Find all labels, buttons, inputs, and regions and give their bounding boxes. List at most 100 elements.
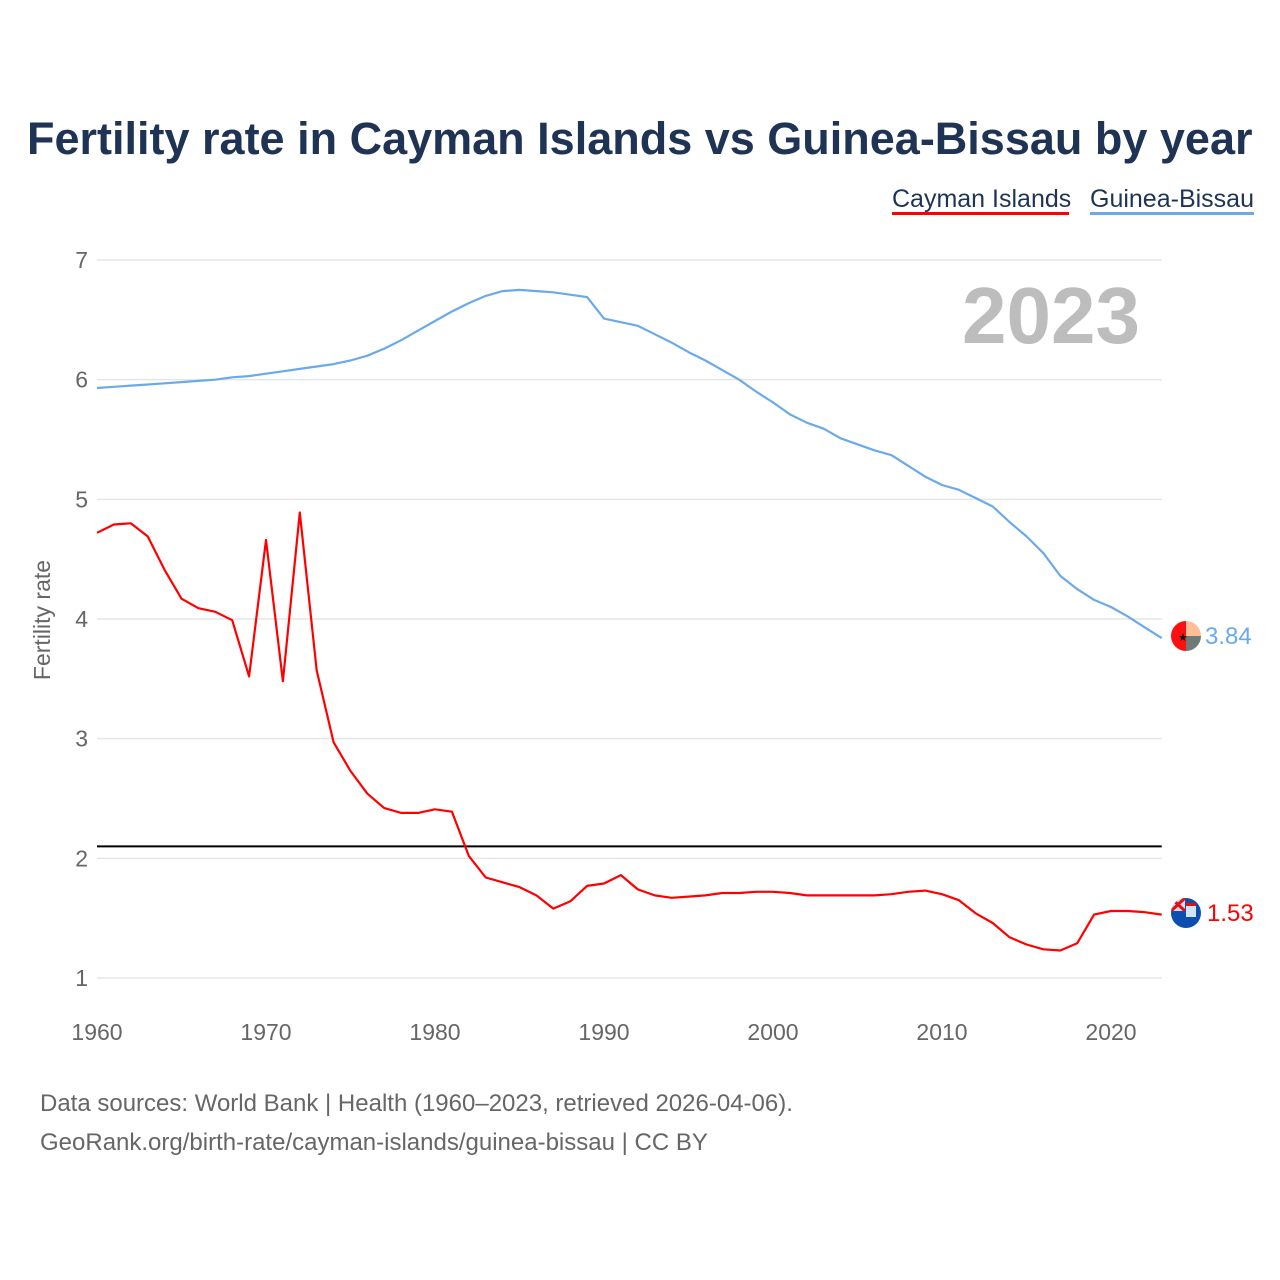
legend-item-guinea-bissau[interactable]: Guinea-Bissau <box>1090 185 1254 213</box>
x-tick-label: 1960 <box>71 1019 122 1045</box>
legend-item-cayman-islands[interactable]: Cayman Islands <box>892 185 1071 213</box>
data-point <box>146 534 150 538</box>
cayman-islands-flag-icon <box>1171 898 1201 928</box>
data-point <box>1160 913 1164 917</box>
data-point <box>1025 534 1029 538</box>
data-point <box>551 290 555 294</box>
data-point <box>213 610 217 614</box>
data-point <box>940 483 944 487</box>
x-tick-label: 1980 <box>409 1019 460 1045</box>
data-point <box>1041 551 1045 555</box>
data-point <box>687 350 691 354</box>
x-tick-label: 1990 <box>578 1019 629 1045</box>
data-point <box>754 390 758 394</box>
data-point <box>534 893 538 897</box>
data-point <box>1126 615 1130 619</box>
data-point <box>484 875 488 879</box>
data-point <box>450 810 454 814</box>
data-point <box>129 521 133 525</box>
legend-swatch-guinea-bissau <box>1090 212 1254 215</box>
data-point <box>129 384 133 388</box>
data-point <box>687 895 691 899</box>
chart-title: Fertility rate in Cayman Islands vs Guin… <box>27 113 1252 164</box>
x-axis-ticks: 1960 1970 1980 1990 2000 2010 2020 <box>71 1019 1136 1045</box>
data-point <box>501 880 505 884</box>
data-point <box>940 892 944 896</box>
y-axis-ticks: 1 2 3 4 5 6 7 <box>75 247 88 991</box>
x-tick-label: 2010 <box>916 1019 967 1045</box>
data-point <box>771 890 775 894</box>
y-tick-label: 2 <box>75 845 88 871</box>
data-point <box>399 811 403 815</box>
data-point <box>281 679 285 683</box>
footer-sources: Data sources: World Bank | Health (1960–… <box>40 1090 793 1117</box>
data-point <box>281 369 285 373</box>
data-point <box>382 347 386 351</box>
data-point <box>484 294 488 298</box>
x-tick-label: 2000 <box>747 1019 798 1045</box>
cayman-islands-end-label: 1.53 <box>1207 900 1254 927</box>
data-point <box>636 887 640 891</box>
data-point <box>163 381 167 385</box>
data-point <box>889 892 893 896</box>
data-point <box>399 338 403 342</box>
data-point <box>95 531 99 535</box>
data-point <box>332 740 336 744</box>
series-line-guinea-bissau <box>96 288 1163 640</box>
data-point <box>298 510 302 514</box>
data-point <box>298 367 302 371</box>
data-point <box>653 893 657 897</box>
data-point <box>416 329 420 333</box>
legend: Cayman Islands Guinea-Bissau <box>892 185 1254 215</box>
data-point <box>602 317 606 321</box>
data-point <box>365 354 369 358</box>
data-point <box>991 921 995 925</box>
footer-link[interactable]: GeoRank.org/birth-rate/cayman-islands/gu… <box>40 1129 708 1156</box>
data-point <box>551 907 555 911</box>
data-point <box>163 568 167 572</box>
data-point <box>180 380 184 384</box>
data-point <box>923 475 927 479</box>
data-point <box>771 400 775 404</box>
data-point <box>670 896 674 900</box>
data-point <box>839 893 843 897</box>
data-point <box>349 359 353 363</box>
data-point <box>805 421 809 425</box>
data-point <box>703 893 707 897</box>
data-point <box>974 911 978 915</box>
data-point <box>146 382 150 386</box>
data-point <box>416 811 420 815</box>
data-point <box>180 597 184 601</box>
data-point <box>365 792 369 796</box>
data-point <box>433 319 437 323</box>
data-point <box>518 885 522 889</box>
data-point <box>1109 909 1113 913</box>
data-point <box>1058 948 1062 952</box>
data-point <box>1025 942 1029 946</box>
data-point <box>315 365 319 369</box>
current-year-label: 2023 <box>962 271 1140 360</box>
data-point <box>467 301 471 305</box>
data-point <box>788 412 792 416</box>
data-point <box>805 893 809 897</box>
data-point <box>1075 941 1079 945</box>
data-point <box>839 436 843 440</box>
data-point <box>95 386 99 390</box>
data-point <box>568 293 572 297</box>
data-point <box>230 618 234 622</box>
data-point <box>382 806 386 810</box>
y-tick-label: 6 <box>75 367 88 393</box>
data-point <box>585 884 589 888</box>
data-point <box>585 295 589 299</box>
data-point <box>112 385 116 389</box>
data-point <box>720 368 724 372</box>
data-point <box>636 324 640 328</box>
data-point <box>112 522 116 526</box>
data-point <box>332 362 336 366</box>
data-point <box>872 893 876 897</box>
data-point <box>889 453 893 457</box>
data-point <box>433 807 437 811</box>
data-point <box>1143 625 1147 629</box>
data-point <box>602 881 606 885</box>
data-point <box>923 889 927 893</box>
